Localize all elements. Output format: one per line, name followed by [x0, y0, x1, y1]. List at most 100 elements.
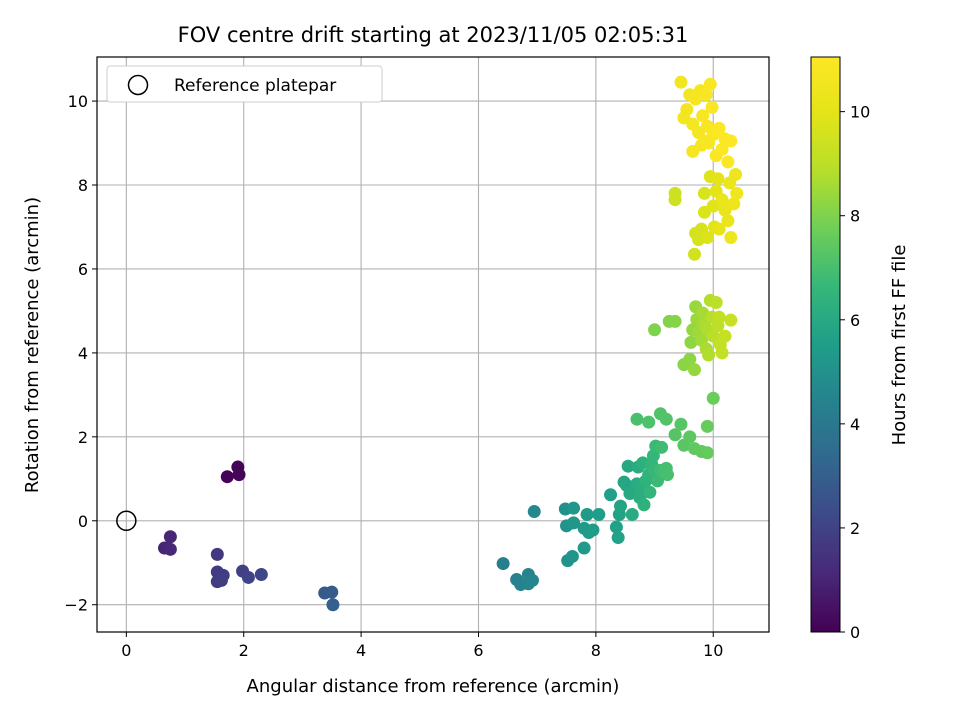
- data-point: [604, 488, 618, 502]
- data-point: [700, 446, 714, 460]
- data-point: [496, 557, 510, 571]
- data-point: [325, 585, 339, 599]
- colorbar-tick-label: 4: [850, 415, 860, 434]
- data-point: [586, 523, 600, 537]
- data-point: [697, 186, 711, 200]
- y-tick-label: 4: [78, 344, 88, 363]
- data-point: [709, 296, 723, 310]
- y-tick-label: 10: [68, 92, 88, 111]
- colorbar-tick-label: 10: [850, 103, 870, 122]
- data-point: [687, 363, 701, 377]
- data-point: [625, 507, 639, 521]
- data-point: [637, 498, 651, 512]
- colorbar-tick-label: 8: [850, 207, 860, 226]
- y-tick-label: −2: [64, 596, 88, 615]
- data-point: [648, 323, 662, 337]
- data-point: [706, 391, 720, 405]
- colorbar-ticks: 0 2 4 6 8 10: [840, 103, 870, 642]
- data-point: [609, 520, 623, 534]
- data-point: [718, 329, 732, 343]
- data-point: [674, 75, 688, 89]
- data-point: [630, 412, 644, 426]
- data-point: [680, 102, 694, 116]
- data-point: [163, 530, 177, 544]
- data-point: [715, 142, 729, 156]
- data-point: [687, 247, 701, 261]
- data-point: [683, 430, 697, 444]
- y-tick-label: 0: [78, 512, 88, 531]
- x-axis-label: Angular distance from reference (arcmin): [247, 676, 620, 697]
- data-point: [705, 100, 719, 114]
- data-point: [659, 412, 673, 426]
- data-point: [214, 573, 228, 587]
- data-point: [721, 155, 735, 169]
- data-point: [525, 573, 539, 587]
- data-point: [668, 193, 682, 207]
- data-point: [724, 313, 738, 327]
- reference-platepar-marker: [116, 510, 137, 532]
- y-tick-label: 8: [78, 176, 88, 195]
- y-tick-label: 2: [78, 428, 88, 447]
- plot-background: [97, 57, 769, 632]
- data-point: [721, 214, 735, 228]
- data-point: [621, 459, 635, 473]
- x-axis-ticks: 0 2 4 6 8 10: [121, 632, 723, 660]
- colorbar-tick-label: 0: [850, 623, 860, 642]
- data-point: [232, 468, 246, 482]
- x-tick-label: 0: [121, 641, 131, 660]
- data-point: [724, 230, 738, 244]
- data-point: [163, 542, 177, 556]
- data-point: [220, 470, 234, 484]
- x-tick-label: 10: [703, 641, 723, 660]
- data-point: [527, 505, 541, 519]
- data-point: [668, 428, 682, 442]
- data-point: [565, 549, 579, 563]
- y-axis-label: Rotation from reference (arcmin): [22, 197, 43, 493]
- data-point: [727, 197, 741, 211]
- data-point: [642, 415, 656, 429]
- data-point: [580, 507, 594, 521]
- data-point: [699, 88, 713, 102]
- data-point: [715, 193, 729, 207]
- legend-entry-label: Reference platepar: [174, 76, 336, 96]
- legend-reference-icon: [127, 74, 149, 96]
- data-point: [702, 348, 716, 362]
- colorbar: [810, 56, 841, 633]
- data-point: [668, 314, 682, 328]
- data-point: [655, 440, 669, 454]
- data-point: [700, 419, 714, 433]
- scatter-points: [157, 75, 744, 612]
- data-point: [711, 172, 725, 186]
- x-tick-label: 6: [473, 641, 483, 660]
- data-point: [712, 310, 726, 324]
- x-tick-label: 4: [356, 641, 366, 660]
- data-point: [700, 230, 714, 244]
- plot-frame: [96, 56, 770, 633]
- data-point: [730, 186, 744, 200]
- data-point: [674, 417, 688, 431]
- data-point: [683, 352, 697, 366]
- data-point: [611, 531, 625, 545]
- data-point: [696, 109, 710, 123]
- y-tick-label: 6: [78, 260, 88, 279]
- colorbar-label: Hours from first FF file: [889, 245, 910, 446]
- y-axis-ticks: −2 0 2 4 6 8 10: [64, 92, 97, 615]
- colorbar-tick-label: 6: [850, 311, 860, 330]
- data-point: [684, 335, 698, 349]
- x-tick-label: 8: [591, 641, 601, 660]
- colorbar-tick-label: 2: [850, 519, 860, 538]
- data-point: [712, 222, 726, 236]
- data-point: [623, 486, 637, 500]
- data-point: [715, 346, 729, 360]
- data-point: [326, 598, 340, 612]
- data-point: [241, 570, 255, 584]
- data-point: [643, 485, 657, 499]
- legend: Reference platepar: [106, 65, 383, 103]
- data-point: [712, 121, 726, 135]
- data-point: [577, 541, 591, 555]
- data-point: [614, 499, 628, 513]
- legend-box: [106, 65, 383, 103]
- data-point: [729, 168, 743, 182]
- data-point: [567, 501, 581, 515]
